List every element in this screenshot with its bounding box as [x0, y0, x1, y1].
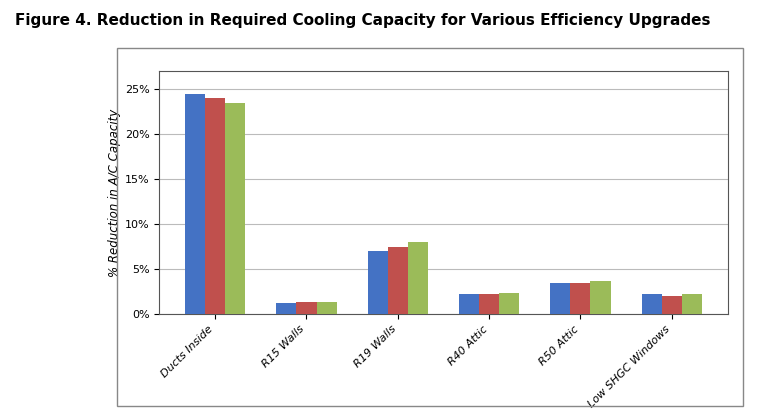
Bar: [185, 94, 205, 314]
Bar: [499, 292, 519, 314]
Bar: [479, 295, 499, 314]
Bar: [570, 283, 590, 314]
Text: Figure 4. Reduction in Required Cooling Capacity for Various Efficiency Upgrades: Figure 4. Reduction in Required Cooling …: [15, 13, 711, 28]
Bar: [681, 295, 702, 314]
Y-axis label: % Reduction in A/C Capacity: % Reduction in A/C Capacity: [108, 109, 121, 277]
Bar: [662, 296, 681, 314]
Bar: [225, 103, 246, 314]
Bar: [277, 303, 296, 314]
Bar: [296, 302, 317, 314]
Bar: [388, 247, 408, 314]
Bar: [459, 295, 479, 314]
Bar: [368, 251, 388, 314]
Bar: [317, 302, 337, 314]
Bar: [550, 283, 570, 314]
Bar: [408, 242, 428, 314]
Bar: [590, 281, 610, 314]
Bar: [205, 98, 225, 314]
Bar: [641, 295, 662, 314]
